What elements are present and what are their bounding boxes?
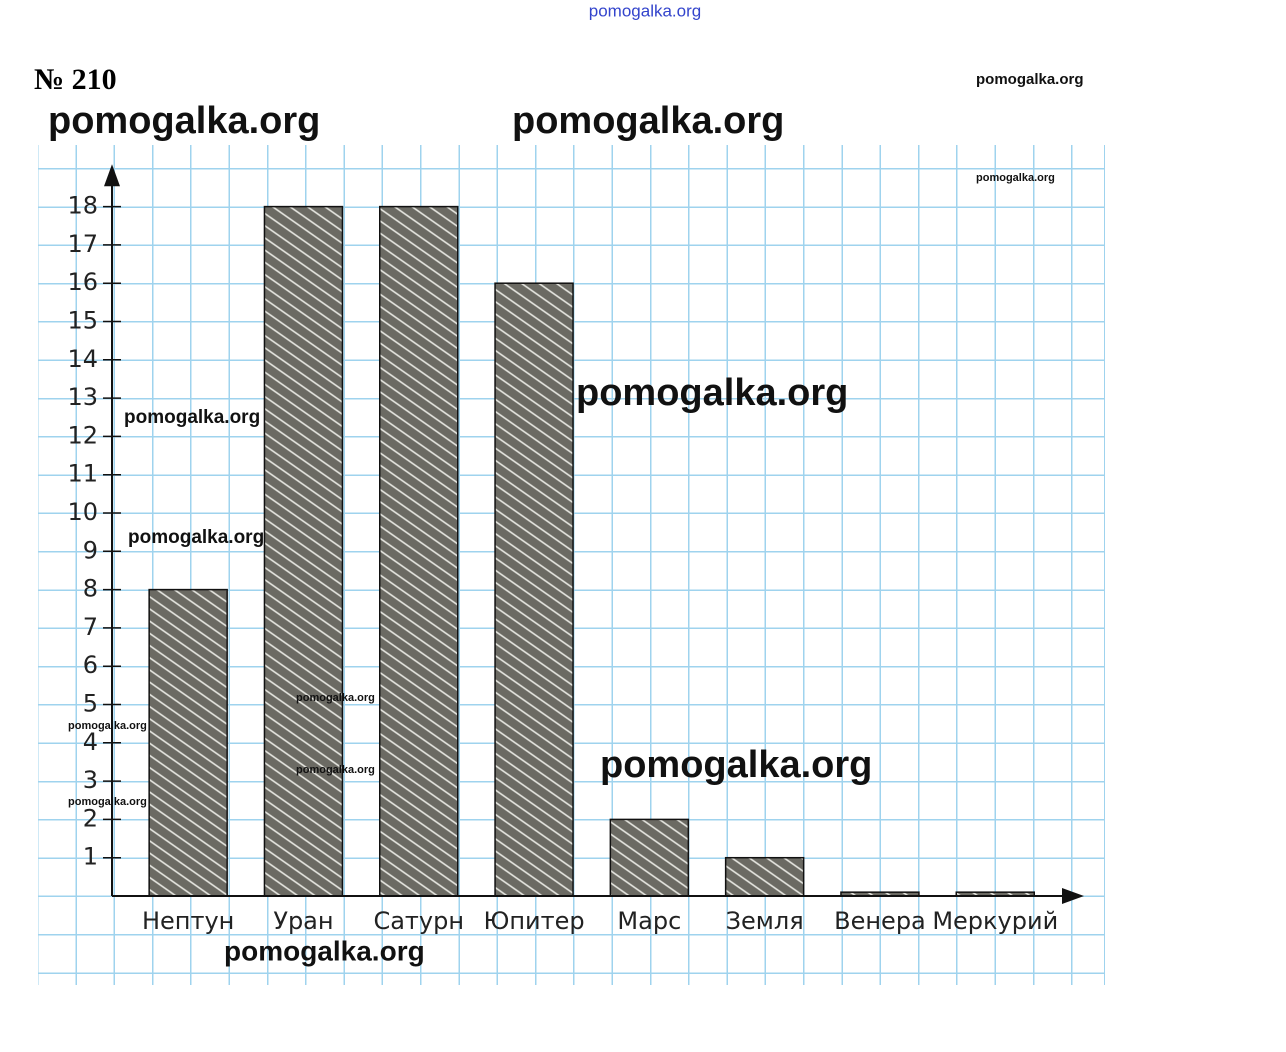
watermark: pomogalka.org [512, 100, 784, 142]
y-tick-label: 14 [67, 345, 98, 373]
watermark: pomogalka.org [976, 172, 1055, 184]
bar [609, 818, 690, 897]
watermark: pomogalka.org [224, 935, 425, 966]
y-tick-label: 17 [67, 230, 98, 258]
x-tick-label: Земля [726, 907, 804, 935]
bar [263, 205, 344, 897]
watermark: pomogalka.org [296, 692, 375, 704]
y-tick-label: 2 [83, 804, 98, 832]
x-tick-label: Юпитер [483, 907, 584, 935]
watermark: pomogalka.org [976, 71, 1084, 88]
x-tick-label: Уран [273, 907, 333, 935]
x-tick-label: Венера [834, 907, 926, 935]
y-tick-label: 12 [67, 421, 98, 449]
x-tick-label: Сатурн [373, 907, 464, 935]
watermark: pomogalka.org [576, 372, 848, 414]
watermark: pomogalka.org [296, 764, 375, 776]
y-axis-arrow [104, 164, 120, 187]
bar [494, 282, 574, 897]
x-tick-label: Нептун [142, 907, 234, 935]
bar [148, 588, 228, 897]
watermark: pomogalka.org [68, 720, 147, 732]
y-tick-label: 13 [67, 383, 98, 411]
y-tick-label: 15 [67, 307, 98, 335]
x-tick-label: Меркурий [932, 907, 1058, 935]
y-tick-label: 16 [67, 268, 98, 296]
y-tick-label: 5 [83, 690, 98, 718]
watermark: pomogalka.org [68, 796, 147, 808]
y-tick-label: 3 [83, 766, 98, 794]
y-tick-label: 7 [83, 613, 98, 641]
y-tick-label: 6 [83, 651, 98, 679]
x-tick-label: Марс [617, 907, 681, 935]
y-tick-label: 18 [67, 192, 98, 220]
x-axis-arrow [1062, 888, 1084, 904]
watermark: pomogalka.org [600, 744, 872, 786]
y-tick-label: 10 [67, 498, 98, 526]
watermark: pomogalka.org [128, 527, 264, 548]
watermark: pomogalka.org [48, 100, 320, 142]
y-tick-label: 11 [67, 460, 98, 488]
y-tick-label: 1 [83, 843, 98, 871]
watermark: pomogalka.org [589, 1, 701, 20]
y-tick-label: 8 [83, 575, 98, 603]
y-tick-label: 9 [83, 536, 98, 564]
bar [724, 856, 805, 897]
watermark: pomogalka.org [124, 407, 260, 428]
y-tick-label: 4 [83, 728, 98, 756]
bar [379, 205, 459, 897]
exercise-number: № 210 [34, 63, 117, 96]
